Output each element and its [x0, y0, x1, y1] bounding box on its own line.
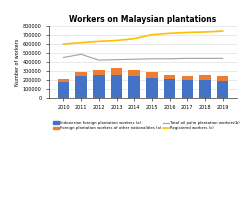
Y-axis label: Number of workers: Number of workers — [15, 38, 20, 86]
Bar — [164, 79, 175, 98]
Bar — [93, 70, 105, 75]
Bar — [146, 78, 158, 98]
Bar — [164, 75, 175, 79]
Bar — [217, 76, 229, 81]
Bar — [93, 75, 105, 98]
Bar — [58, 82, 69, 98]
Bar — [217, 81, 229, 98]
Bar — [182, 76, 193, 80]
Bar — [129, 70, 140, 76]
Bar — [75, 76, 87, 98]
Title: Workers on Malaysian plantations: Workers on Malaysian plantations — [70, 15, 217, 24]
Bar — [58, 79, 69, 82]
Bar — [199, 75, 211, 80]
Bar — [111, 68, 122, 75]
Bar — [199, 80, 211, 98]
Bar — [129, 76, 140, 98]
Bar — [111, 75, 122, 98]
Legend: Indonesian foreign plantation workers (a), Foreign plantation workers of other n: Indonesian foreign plantation workers (a… — [51, 120, 241, 132]
Bar — [182, 80, 193, 98]
Bar — [75, 72, 87, 76]
Bar — [146, 72, 158, 78]
